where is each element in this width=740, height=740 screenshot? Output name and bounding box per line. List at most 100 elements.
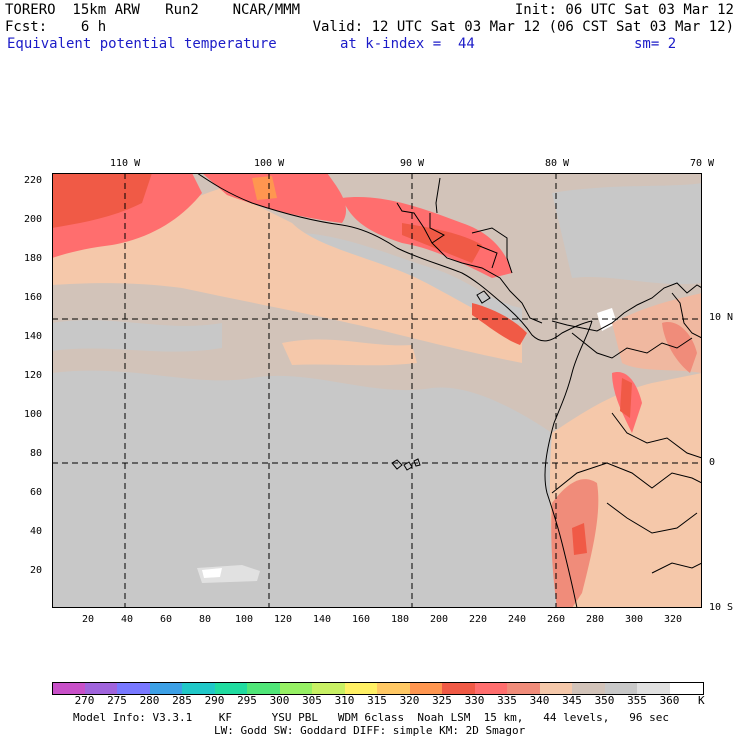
colorbar-level-label: 290: [204, 694, 225, 707]
run-title: TORERO 15km ARW Run2 NCAR/MMM: [5, 2, 301, 18]
x-tick: 120: [274, 614, 293, 625]
galapagos-islands: [391, 458, 421, 471]
x-tick: 220: [469, 614, 488, 625]
colorbar-level-label: 330: [464, 694, 485, 707]
smoothing-label: sm= 2: [634, 36, 677, 52]
y-tick: 20: [30, 565, 43, 576]
colorbar-swatch: [604, 682, 638, 695]
x-tick: 80: [199, 614, 212, 625]
colorbar-level-label: 345: [562, 694, 582, 707]
lon-label: 90 W: [400, 158, 425, 169]
colorbar-swatch: [539, 682, 573, 695]
y-tick: 180: [24, 253, 43, 264]
colorbar-swatch: [312, 682, 345, 695]
field-grey-caribbean: [552, 183, 702, 285]
field-hot-andes: [620, 378, 632, 418]
x-tick: 200: [430, 614, 449, 625]
colorbar-level-label: 315: [367, 694, 387, 707]
colorbar-level-label: 320: [399, 694, 420, 707]
y-tick: 200: [24, 214, 43, 225]
x-tick: 260: [547, 614, 566, 625]
x-tick: 240: [508, 614, 527, 625]
coast-colombia-north: [551, 282, 702, 332]
coast-yucatan: [435, 177, 441, 214]
map-frame: [52, 173, 702, 608]
field-grey-band: [52, 320, 222, 352]
field-hot-costa-rica: [472, 303, 527, 345]
colorbar-level-label: 270: [74, 694, 95, 707]
lon-label: 80 W: [545, 158, 570, 169]
x-tick: 20: [82, 614, 95, 625]
border-ecuador-peru: [551, 462, 702, 494]
graticule: [52, 173, 702, 608]
colorbar-swatch: [279, 682, 313, 695]
colorbar-level-label: 280: [139, 694, 160, 707]
border-peru-brazil: [606, 502, 698, 534]
lat-label: 0: [709, 457, 716, 468]
lat-label: 10 N: [709, 312, 734, 323]
field-name: Equivalent potential temperature: [7, 36, 277, 52]
init-time: Init: 06 UTC Sat 03 Mar 12: [514, 2, 734, 18]
coast-venezuela: [671, 292, 702, 339]
colorbar-swatch: [637, 682, 670, 695]
colorbar-swatch: [442, 682, 475, 695]
y-tick: 220: [24, 175, 43, 186]
colorbar-swatch: [344, 682, 378, 695]
lon-label: 70 W: [690, 158, 715, 169]
theta-e-map: [52, 173, 702, 608]
lat-label: 10 S: [709, 602, 734, 613]
colorbar-swatch: [84, 682, 118, 695]
colorbar-swatch: [507, 682, 540, 695]
colorbar-level-label: 295: [237, 694, 257, 707]
y-tick: 160: [24, 292, 43, 303]
colorbar-level-label: 310: [334, 694, 355, 707]
field-warm-venezuela: [662, 322, 697, 373]
border-honduras-nicaragua: [476, 244, 498, 269]
colorbar-swatch: [149, 682, 183, 695]
field-hot-honduras: [402, 223, 482, 263]
coastline-central-america: [196, 173, 593, 342]
border-south: [651, 562, 702, 574]
field-beige-patch: [282, 339, 417, 366]
colorbar-swatch: [214, 682, 248, 695]
border-colombia-brazil: [611, 412, 702, 459]
x-tick: 140: [313, 614, 332, 625]
border-colombia-venezuela: [571, 332, 693, 359]
field-hot-mexico: [52, 173, 152, 228]
colorbar-level-label: 335: [497, 694, 517, 707]
y-tick: 40: [30, 526, 43, 537]
colorbar-level-label: 360: [659, 694, 680, 707]
lake-nicaragua: [476, 290, 491, 304]
colorbar-swatch: [669, 682, 704, 695]
colorbar-swatch: [474, 682, 508, 695]
colorbar-swatch: [247, 682, 280, 695]
x-tick: 320: [664, 614, 683, 625]
model-info: Model Info: V3.3.1 KF YSU PBL WDM 6class…: [73, 711, 670, 724]
colorbar-level-label: 355: [627, 694, 647, 707]
colorbar-swatch: [117, 682, 150, 695]
y-tick: 120: [24, 370, 43, 381]
level-label: at k-index = 44: [340, 36, 475, 52]
coast-caribbean: [471, 227, 513, 274]
colorbar-swatch: [377, 682, 410, 695]
y-tick: 140: [24, 331, 43, 342]
colorbar-swatch: [409, 682, 443, 695]
lon-label: 100 W: [254, 158, 285, 169]
x-tick: 60: [160, 614, 173, 625]
colorbar-swatch: [52, 682, 86, 695]
x-tick: 40: [121, 614, 134, 625]
coastlines: [196, 173, 702, 608]
colorbar-level-label: 275: [107, 694, 127, 707]
y-tick: 100: [24, 409, 43, 420]
y-tick: 60: [30, 487, 43, 498]
valid-time: Valid: 12 UTC Sat 03 Mar 12 (06 CST Sat …: [312, 19, 734, 35]
colorbar-level-label: 305: [302, 694, 322, 707]
field-white-spot: [202, 568, 222, 578]
colorbar-swatch: [572, 682, 605, 695]
colorbar-level-label: 350: [594, 694, 615, 707]
colorbar-level-label: 285: [172, 694, 192, 707]
field-orange-spot: [252, 176, 277, 200]
colorbar-swatch: [182, 682, 215, 695]
lon-label: 110 W: [110, 158, 141, 169]
x-tick: 300: [625, 614, 644, 625]
